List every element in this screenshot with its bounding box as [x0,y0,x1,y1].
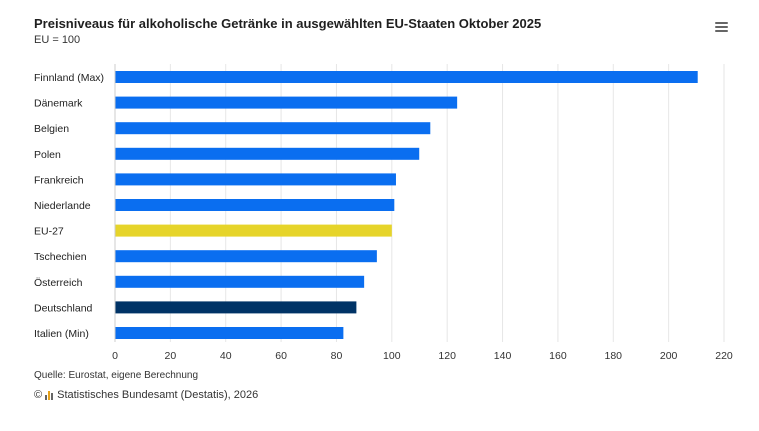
y-category-label: Frankreich [34,174,84,186]
bar [115,275,365,288]
destatis-logo-icon [45,390,54,400]
bar [115,122,431,135]
x-tick-label: 120 [438,350,456,362]
x-tick-label: 60 [275,350,287,362]
x-tick-label: 0 [112,350,118,362]
bar [115,71,698,83]
chart-subtitle: EU = 100 [34,34,81,46]
y-category-label: Belgien [34,123,69,135]
bar [115,301,357,314]
y-category-label: Italien (Min) [34,328,89,340]
x-tick-label: 180 [605,350,623,362]
hamburger-menu-icon[interactable] [713,19,731,35]
bar [115,327,344,339]
y-category-label: Österreich [34,277,83,289]
bar [115,147,420,160]
chart-title: Preisniveaus für alkoholische Getränke i… [34,16,542,31]
copyright-line: © Statistisches Bundesamt (Destatis), 20… [34,389,258,401]
y-category-label: Finnland (Max) [34,72,104,84]
y-category-label: Niederlande [34,200,91,212]
x-tick-label: 200 [660,350,678,362]
x-tick-label: 140 [494,350,512,362]
x-tick-label: 80 [331,350,343,362]
y-category-label: Polen [34,149,61,161]
y-category-label: Dänemark [34,98,83,110]
bar [115,250,377,263]
source-note: Quelle: Eurostat, eigene Berechnung [34,370,198,381]
y-category-label: Tschechien [34,251,87,263]
bar [115,199,395,211]
x-tick-label: 20 [165,350,177,362]
x-tick-label: 40 [220,350,232,362]
x-tick-label: 160 [549,350,567,362]
bar [115,173,396,186]
y-category-label: EU-27 [34,226,64,238]
bar [115,96,458,109]
x-tick-label: 100 [383,350,401,362]
y-category-label: Deutschland [34,302,93,314]
copyright-symbol: © [34,389,43,401]
x-tick-label: 220 [715,350,733,362]
bar [115,224,392,237]
credit-text: Statistisches Bundesamt (Destatis), 2026 [57,389,259,401]
